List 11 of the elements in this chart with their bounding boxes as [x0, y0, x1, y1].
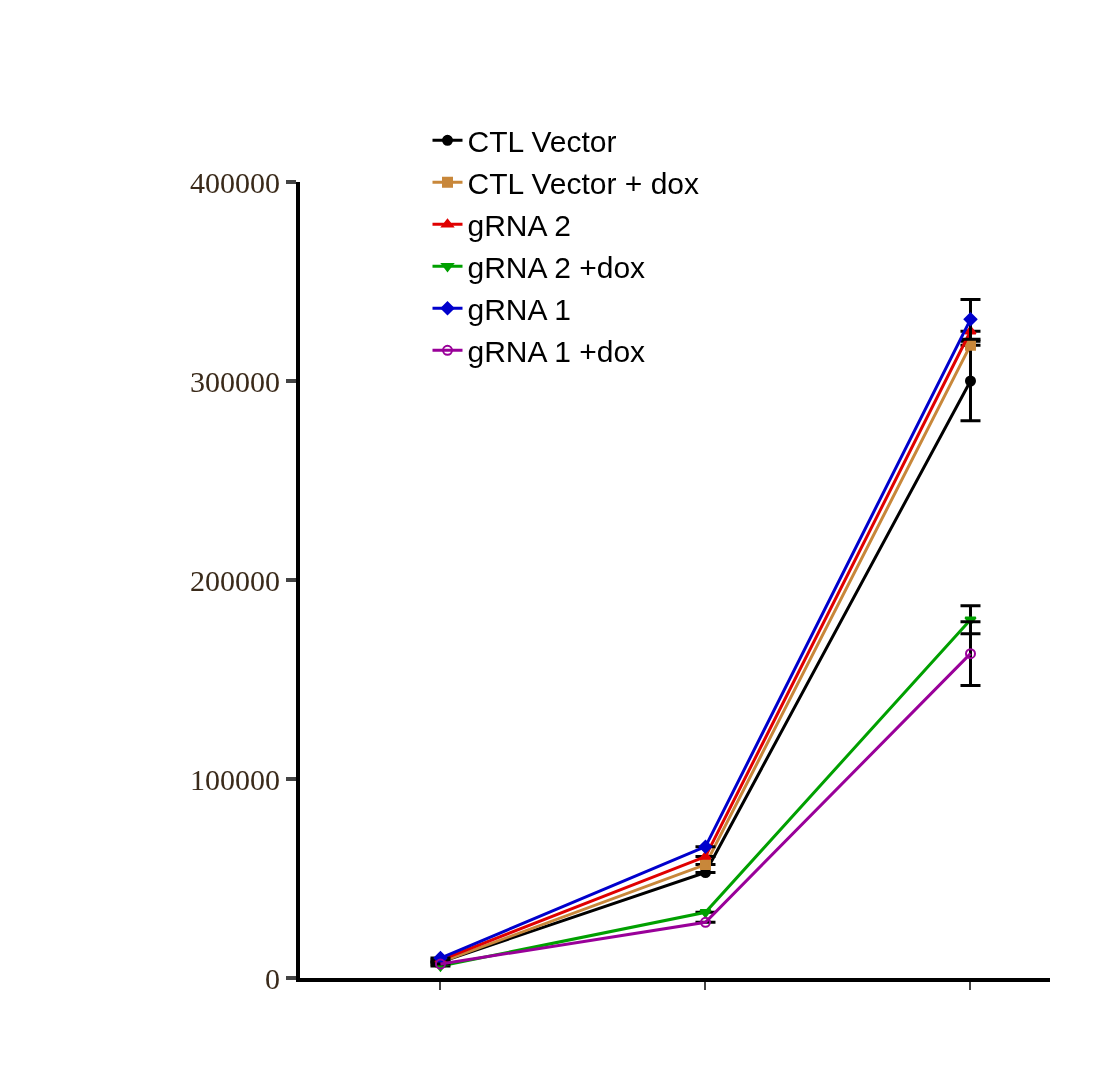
y-tick-label: 200000 [190, 563, 280, 597]
y-tick-label: 300000 [190, 364, 280, 398]
y-tick-label: 0 [265, 961, 280, 995]
legend-label: gRNA 2 +dox [467, 251, 646, 285]
legend-label: gRNA 2 [467, 209, 571, 243]
y-tick-label: 400000 [190, 165, 280, 199]
legend-label: gRNA 1 [467, 293, 571, 327]
y-tick-label: 100000 [190, 762, 280, 796]
legend-label: gRNA 1 +dox [467, 335, 646, 369]
legend-label: CTL Vector + dox [467, 167, 700, 201]
legend-label: CTL Vector [467, 125, 617, 159]
